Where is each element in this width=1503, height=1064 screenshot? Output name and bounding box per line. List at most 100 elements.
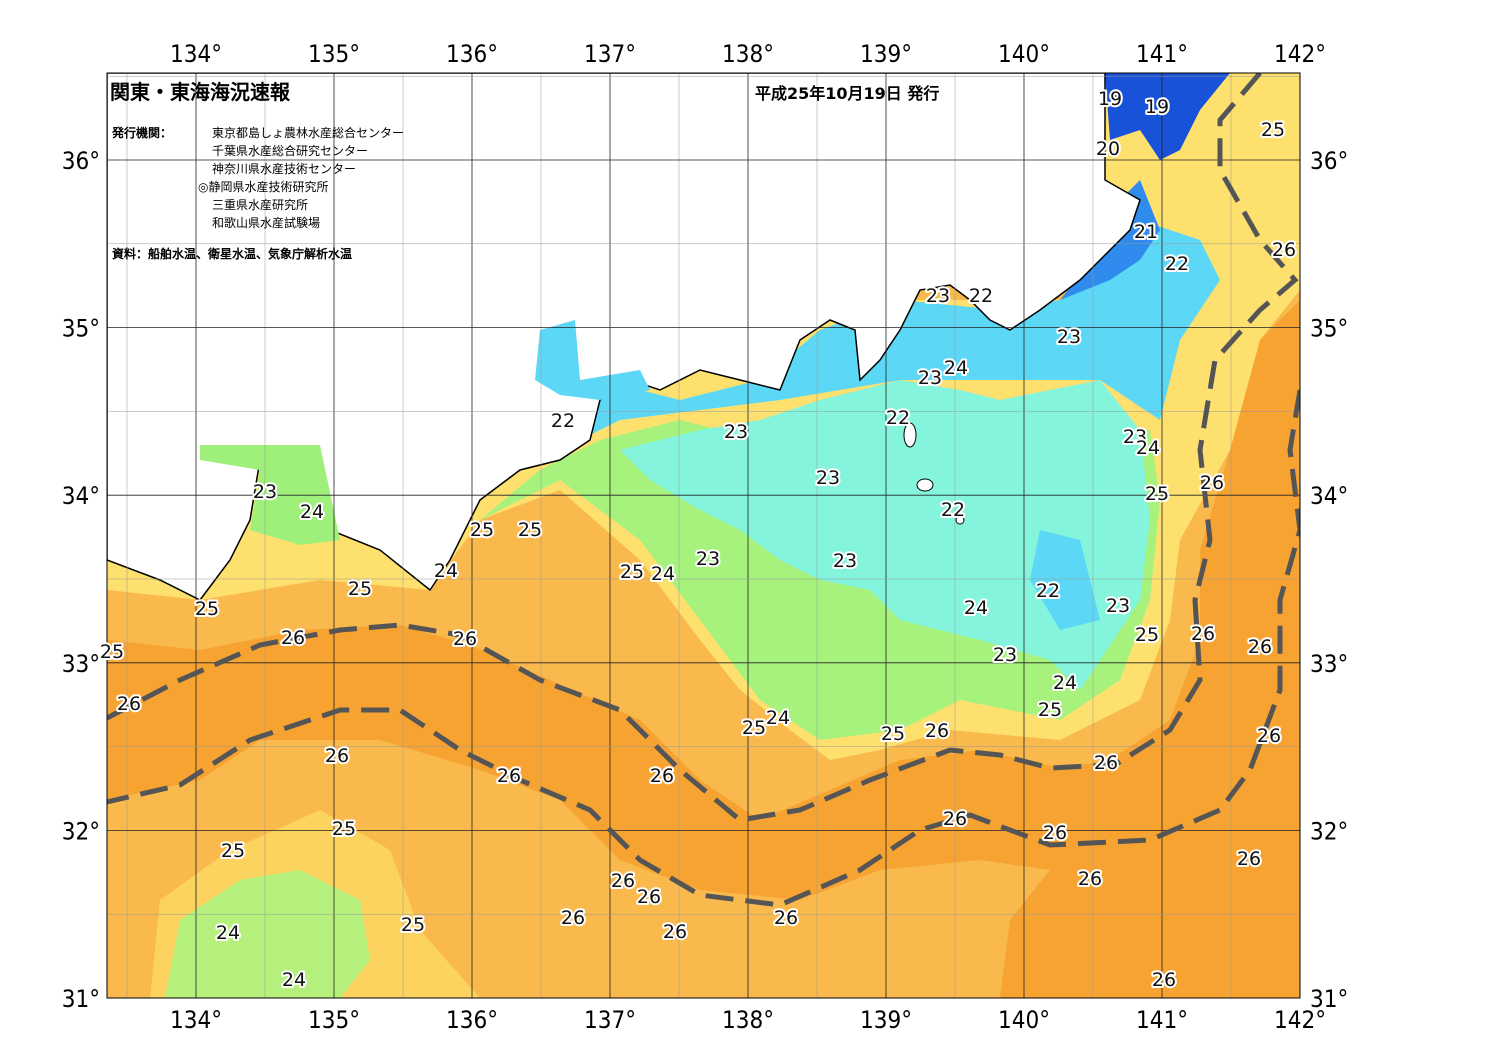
contour-label: 26 <box>1078 868 1102 890</box>
contour-label: 22 <box>886 407 910 429</box>
lon-label-top: 135° <box>308 40 360 68</box>
contour-label: 24 <box>964 597 988 619</box>
lat-label-left: 32° <box>62 817 100 845</box>
lon-label-top: 138° <box>722 40 774 68</box>
lat-label-left: 36° <box>62 147 100 175</box>
lon-label-bottom: 135° <box>308 1006 360 1034</box>
lat-label-left: 34° <box>62 482 100 510</box>
contour-label: 25 <box>1145 483 1169 505</box>
contour-label: 23 <box>1057 326 1081 348</box>
lat-label-left: 31° <box>62 985 100 1013</box>
kuroshio-lines <box>107 73 1300 908</box>
contour-label: 22 <box>1036 580 1060 602</box>
contour-label: 24 <box>282 969 306 991</box>
contour-label: 26 <box>453 628 477 650</box>
contour-label: 22 <box>969 285 993 307</box>
lon-label-bottom: 136° <box>446 1006 498 1034</box>
contour-label: 26 <box>611 870 635 892</box>
contour-label: 23 <box>993 644 1017 666</box>
contour-label: 25 <box>195 598 219 620</box>
lon-label-bottom: 141° <box>1136 1006 1188 1034</box>
lon-label-bottom: 139° <box>860 1006 912 1034</box>
lon-label-bottom: 138° <box>722 1006 774 1034</box>
contour-label: 25 <box>221 840 245 862</box>
contour-label: 26 <box>117 693 141 715</box>
contour-label: 23 <box>724 421 748 443</box>
contour-label: 25 <box>742 717 766 739</box>
contour-label: 26 <box>497 765 521 787</box>
contour-label: 26 <box>1248 636 1272 658</box>
contour-label: 26 <box>325 745 349 767</box>
contour-label: 26 <box>1272 239 1296 261</box>
lat-label-left: 35° <box>62 315 100 343</box>
contour-label: 24 <box>944 357 968 379</box>
lon-label-top: 137° <box>584 40 636 68</box>
contour-label: 20 <box>1096 138 1120 160</box>
contour-label: 26 <box>943 808 967 830</box>
contour-label: 23 <box>833 550 857 572</box>
lat-label-right: 31° <box>1310 985 1348 1013</box>
contour-label: 24 <box>300 501 324 523</box>
contour-label: 23 <box>816 467 840 489</box>
contour-label: 25 <box>470 519 494 541</box>
contour-label: 23 <box>918 367 942 389</box>
lat-label-left: 33° <box>62 650 100 678</box>
lat-label-right: 35° <box>1310 315 1348 343</box>
lat-label-right: 32° <box>1310 817 1348 845</box>
lon-label-bottom: 140° <box>998 1006 1050 1034</box>
contour-label: 24 <box>434 560 458 582</box>
labels: 東京都島しょ農林水産総合センター千葉県水産総合研究センター神奈川県水産技術センタ… <box>62 40 1349 1034</box>
contour-label: 26 <box>1191 623 1215 645</box>
contour-label: 26 <box>1043 822 1067 844</box>
contour-label: 26 <box>925 720 949 742</box>
issuer: 千葉県水産総合研究センター <box>212 143 368 158</box>
issue-date: 平成25年10月19日 発行 <box>755 84 939 103</box>
source: 資料：船舶水温、衛星水温、気象庁解析水温 <box>112 246 352 261</box>
issuers-label: 発行機関： <box>111 125 172 140</box>
issuer: 神奈川県水産技術センター <box>212 161 356 176</box>
lon-label-bottom: 137° <box>584 1006 636 1034</box>
lon-label-top: 140° <box>998 40 1050 68</box>
contour-label: 25 <box>1261 119 1285 141</box>
issuer: 三重県水産研究所 <box>212 197 308 212</box>
contour-label: 24 <box>1053 672 1077 694</box>
lon-label-bottom: 134° <box>170 1006 222 1034</box>
contour-label: 26 <box>281 627 305 649</box>
issuer: ◎静岡県水産技術研究所 <box>198 179 328 194</box>
contour-label: 25 <box>401 914 425 936</box>
contour-label: 22 <box>1165 253 1189 275</box>
contour-label: 26 <box>774 907 798 929</box>
contour-label: 21 <box>1134 221 1158 243</box>
lon-label-top: 136° <box>446 40 498 68</box>
contour-label: 25 <box>518 519 542 541</box>
lon-label-bottom: 142° <box>1274 1006 1326 1034</box>
contour-label: 25 <box>348 578 372 600</box>
contour-label: 25 <box>881 723 905 745</box>
contour-label: 26 <box>1152 969 1176 991</box>
lat-label-right: 34° <box>1310 482 1348 510</box>
contour-label: 26 <box>1094 752 1118 774</box>
map-frame <box>106 72 1301 999</box>
contour-label: 22 <box>551 410 575 432</box>
lat-label-right: 33° <box>1310 650 1348 678</box>
contour-label: 26 <box>650 765 674 787</box>
contour-label: 23 <box>696 548 720 570</box>
contour-label: 23 <box>253 481 277 503</box>
contour-label: 25 <box>1038 699 1062 721</box>
contour-label: 23 <box>1106 595 1130 617</box>
contour-label: 26 <box>663 921 687 943</box>
title: 関東・東海海況速報 <box>110 80 291 104</box>
contour-label: 22 <box>941 499 965 521</box>
contour-label: 26 <box>561 907 585 929</box>
contour-label: 26 <box>1200 472 1224 494</box>
contour-label: 25 <box>332 818 356 840</box>
contour-label: 25 <box>1135 624 1159 646</box>
lon-label-top: 141° <box>1136 40 1188 68</box>
contour-label: 25 <box>620 561 644 583</box>
contour-label: 24 <box>1136 437 1160 459</box>
contour-label: 26 <box>637 886 661 908</box>
contour-label: 26 <box>1237 848 1261 870</box>
lon-label-top: 134° <box>170 40 222 68</box>
lat-label-right: 36° <box>1310 147 1348 175</box>
